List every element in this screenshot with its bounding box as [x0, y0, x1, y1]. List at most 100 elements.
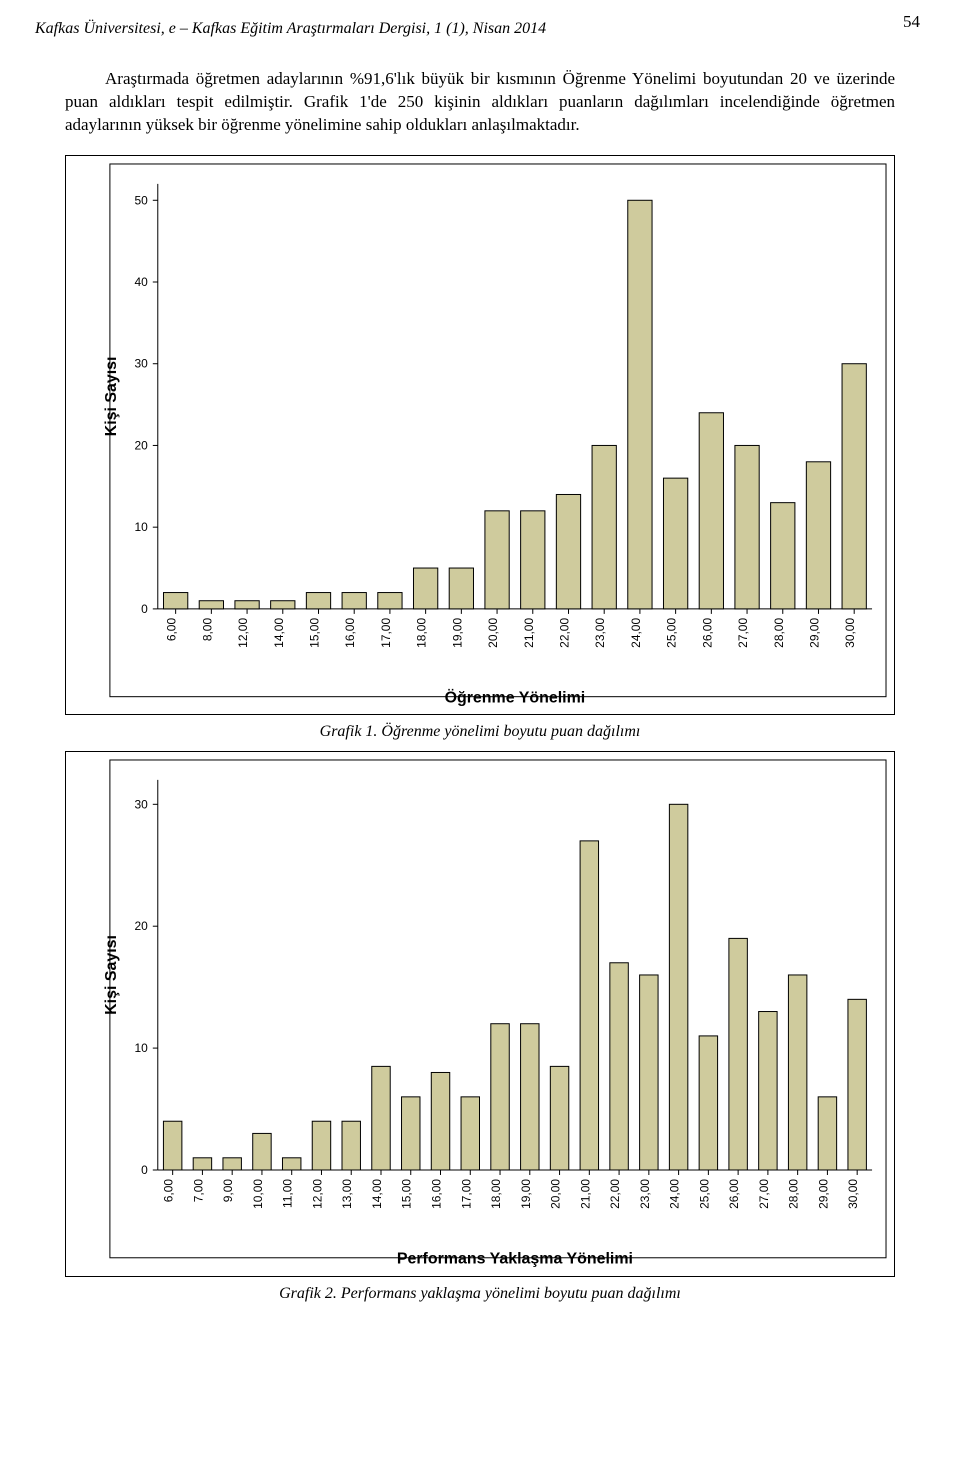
x-tick-label: 29,00: [816, 1179, 830, 1209]
bar: [485, 511, 509, 609]
y-tick-label: 0: [141, 602, 148, 616]
chart-1-container: 010203040506,008,0012,0014,0015,0016,001…: [65, 155, 895, 716]
x-tick-label: 17,00: [379, 617, 393, 647]
x-tick-label: 30,00: [843, 617, 857, 647]
y-tick-label: 0: [141, 1163, 148, 1177]
x-tick-label: 29,00: [807, 617, 821, 647]
x-tick-label: 25,00: [665, 617, 679, 647]
bar: [282, 1158, 300, 1170]
bar: [413, 568, 437, 609]
bar: [818, 1097, 836, 1170]
bar: [491, 1024, 509, 1170]
bar: [759, 1012, 777, 1170]
x-tick-label: 26,00: [727, 1179, 741, 1209]
y-tick-label: 10: [134, 520, 148, 534]
bar: [199, 601, 223, 609]
x-tick-label: 19,00: [450, 617, 464, 647]
bar: [580, 841, 598, 1170]
x-tick-label: 12,00: [310, 1179, 324, 1209]
x-tick-label: 26,00: [700, 617, 714, 647]
bar-chart: 010203040506,008,0012,0014,0015,0016,001…: [66, 156, 894, 715]
y-tick-label: 20: [134, 438, 148, 452]
bar: [735, 445, 759, 608]
bar: [628, 200, 652, 609]
bar: [193, 1158, 211, 1170]
x-tick-label: 6,00: [165, 617, 179, 641]
body-paragraph: Araştırmada öğretmen adaylarının %91,6'l…: [65, 68, 895, 137]
bar: [550, 1067, 568, 1171]
bar: [842, 364, 866, 609]
bar-chart: 0 10 20 30 6,00 7,00 9,00 10,00 11,00 12,00 13,00 1…: [66, 752, 894, 1276]
x-tick-label: 16,00: [430, 1179, 444, 1209]
y-axis-label: Kişi Sayısı: [103, 936, 120, 1016]
bar: [521, 511, 545, 609]
x-tick-label: 10,00: [251, 1179, 265, 1209]
x-tick-label: 20,00: [549, 1179, 563, 1209]
x-tick-label: 28,00: [787, 1179, 801, 1209]
y-tick-label: 20: [134, 920, 148, 934]
bar: [449, 568, 473, 609]
x-tick-label: 16,00: [343, 617, 357, 647]
bar: [663, 478, 687, 609]
bar: [640, 975, 658, 1170]
x-tick-label: 7,00: [191, 1179, 205, 1203]
x-tick-label: 24,00: [629, 617, 643, 647]
x-tick-label: 8,00: [200, 617, 214, 641]
bar: [521, 1024, 539, 1170]
x-tick-label: 28,00: [772, 617, 786, 647]
x-tick-label: 17,00: [459, 1179, 473, 1209]
x-tick-label: 13,00: [340, 1179, 354, 1209]
bar: [312, 1122, 330, 1171]
chart-2-container: 0 10 20 30 6,00 7,00 9,00 10,00 11,00 12,00 13,00 1…: [65, 751, 895, 1277]
page-number: 54: [903, 12, 920, 32]
bar: [556, 494, 580, 608]
x-tick-label: 23,00: [593, 617, 607, 647]
x-tick-label: 22,00: [608, 1179, 622, 1209]
x-tick-label: 6,00: [162, 1179, 176, 1203]
bar: [610, 963, 628, 1170]
bar: [848, 1000, 866, 1171]
bar: [729, 939, 747, 1171]
x-tick-label: 22,00: [557, 617, 571, 647]
x-tick-label: 24,00: [668, 1179, 682, 1209]
x-tick-label: 15,00: [307, 617, 321, 647]
bar: [271, 601, 295, 609]
bar: [378, 592, 402, 608]
x-tick-label: 9,00: [221, 1179, 235, 1203]
bar: [806, 462, 830, 609]
x-tick-label: 11,00: [281, 1179, 295, 1208]
bar: [163, 592, 187, 608]
bar: [771, 502, 795, 608]
bar: [235, 601, 259, 609]
journal-header: Kafkas Üniversitesi, e – Kafkas Eğitim A…: [35, 20, 925, 38]
x-tick-label: 18,00: [415, 617, 429, 647]
x-tick-label: 21,00: [522, 617, 536, 647]
x-tick-label: 14,00: [370, 1179, 384, 1209]
bar: [669, 805, 687, 1171]
x-tick-label: 23,00: [638, 1179, 652, 1209]
y-tick-label: 10: [134, 1042, 148, 1056]
bar: [402, 1097, 420, 1170]
y-tick-label: 30: [134, 357, 148, 371]
x-tick-label: 30,00: [846, 1179, 860, 1209]
x-tick-label: 27,00: [736, 617, 750, 647]
bar: [372, 1067, 390, 1171]
chart-2-caption: Grafik 2. Performans yaklaşma yönelimi b…: [35, 1285, 925, 1303]
bar: [306, 592, 330, 608]
bar: [223, 1158, 241, 1170]
bar: [788, 975, 806, 1170]
bar: [342, 1122, 360, 1171]
bar: [163, 1122, 181, 1171]
x-tick-label: 12,00: [236, 617, 250, 647]
y-axis-label: Kişi Sayısı: [103, 356, 120, 436]
x-tick-label: 27,00: [757, 1179, 771, 1209]
x-tick-label: 20,00: [486, 617, 500, 647]
bar: [342, 592, 366, 608]
y-tick-label: 30: [134, 798, 148, 812]
x-tick-label: 15,00: [400, 1179, 414, 1209]
x-axis-label: Öğrenme Yönelimi: [445, 687, 586, 706]
bar: [431, 1073, 449, 1171]
y-tick-label: 50: [134, 193, 148, 207]
y-tick-label: 40: [134, 275, 148, 289]
bar: [699, 1036, 717, 1170]
